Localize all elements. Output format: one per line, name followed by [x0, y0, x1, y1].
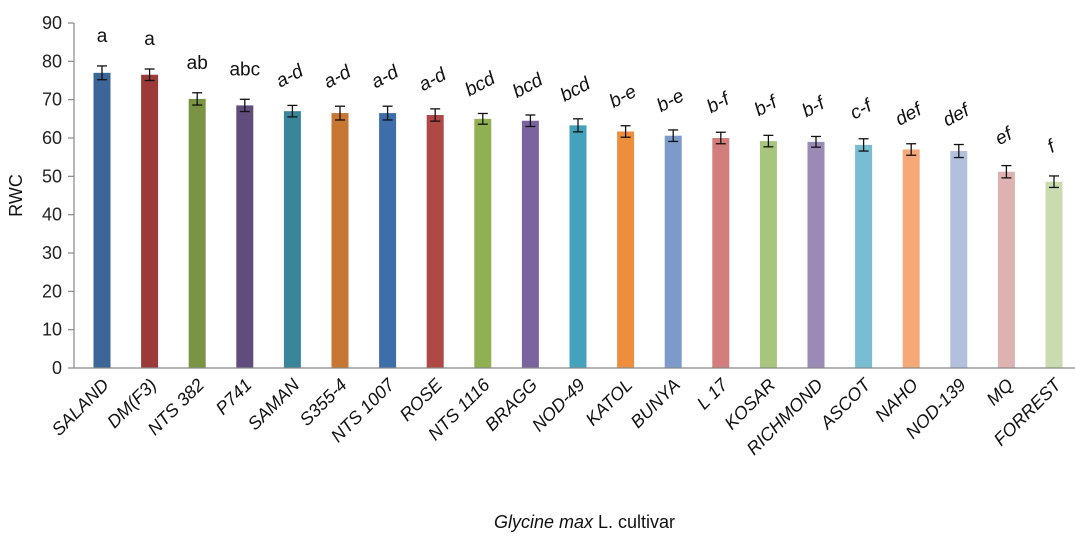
bar — [569, 125, 587, 368]
bar — [997, 171, 1015, 368]
significance-letter: a — [97, 26, 108, 47]
significance-letter: a-d — [368, 61, 403, 93]
bar — [902, 149, 920, 368]
bar — [331, 113, 349, 368]
x-tick-label: NOD-49 — [528, 375, 589, 436]
y-tick-label: 80 — [42, 51, 62, 71]
x-tick-label: SALAND — [48, 375, 113, 440]
significance-letter: a-d — [273, 60, 308, 92]
y-tick-label: 30 — [42, 243, 62, 263]
bars-group: a aab abc a-d a-d a-d a-d bcd bcd bcd b-e b-e b-f b-f… — [93, 26, 1063, 369]
bar — [759, 141, 777, 368]
significance-letter: c-f — [847, 95, 877, 124]
y-tick-label: 90 — [42, 13, 62, 33]
y-axis: 0 10 20 30 40 50 60 70 80 90 — [42, 13, 75, 378]
significance-letter: a-d — [320, 61, 355, 93]
bar — [379, 113, 397, 368]
bar — [188, 98, 206, 369]
x-axis-label-rest: L. cultivar — [593, 512, 675, 532]
significance-letter: abc — [229, 59, 260, 80]
bar — [236, 105, 254, 369]
significance-letter: b-f — [703, 88, 734, 118]
bar — [617, 131, 635, 368]
bar — [712, 138, 730, 368]
bar — [474, 118, 492, 368]
y-tick-label: 70 — [42, 90, 62, 110]
y-tick-label: 40 — [42, 205, 62, 225]
significance-letter: b-f — [799, 92, 830, 122]
significance-letter: b-f — [751, 91, 782, 121]
significance-letter: b-e — [606, 81, 640, 112]
significance-letter: f — [1044, 136, 1060, 158]
bar — [664, 135, 682, 368]
y-tick-label: 0 — [52, 358, 62, 378]
y-axis-label: RWC — [6, 174, 26, 217]
x-tick-label: L 17 — [693, 374, 732, 413]
x-axis-label: Glycine max L. cultivar — [494, 512, 675, 532]
x-tick-label: BUNYA — [627, 375, 684, 432]
y-tick-label: 20 — [42, 281, 62, 301]
significance-letter: ab — [187, 53, 208, 74]
significance-letter: ef — [992, 123, 1017, 150]
significance-letter: def — [892, 99, 927, 131]
significance-letter: bcd — [509, 69, 547, 103]
significance-letter: b-e — [654, 85, 688, 116]
bar — [141, 74, 159, 368]
bar — [807, 141, 825, 368]
y-tick-label: 50 — [42, 166, 62, 186]
x-axis-label-species: Glycine max — [494, 512, 594, 532]
x-tick-label: MQ — [983, 375, 1018, 410]
x-tick-label: ASCOT — [816, 373, 876, 433]
significance-letter: a-d — [416, 64, 451, 96]
y-tick-label: 10 — [42, 320, 62, 340]
y-tick-label: 60 — [42, 128, 62, 148]
bar — [283, 111, 301, 369]
significance-letter: bcd — [557, 73, 595, 107]
significance-letter: bcd — [462, 67, 500, 101]
bar — [426, 115, 444, 368]
bar — [1045, 181, 1063, 368]
x-tick-label: P741 — [212, 375, 256, 419]
significance-letter: def — [940, 99, 975, 131]
bar — [521, 120, 539, 368]
bar — [93, 72, 111, 368]
bar — [855, 144, 873, 368]
x-tick-label: KATOL — [582, 375, 637, 430]
bar — [950, 151, 968, 368]
x-tick-label: SAMAN — [244, 374, 304, 434]
significance-letter: a — [144, 29, 155, 50]
